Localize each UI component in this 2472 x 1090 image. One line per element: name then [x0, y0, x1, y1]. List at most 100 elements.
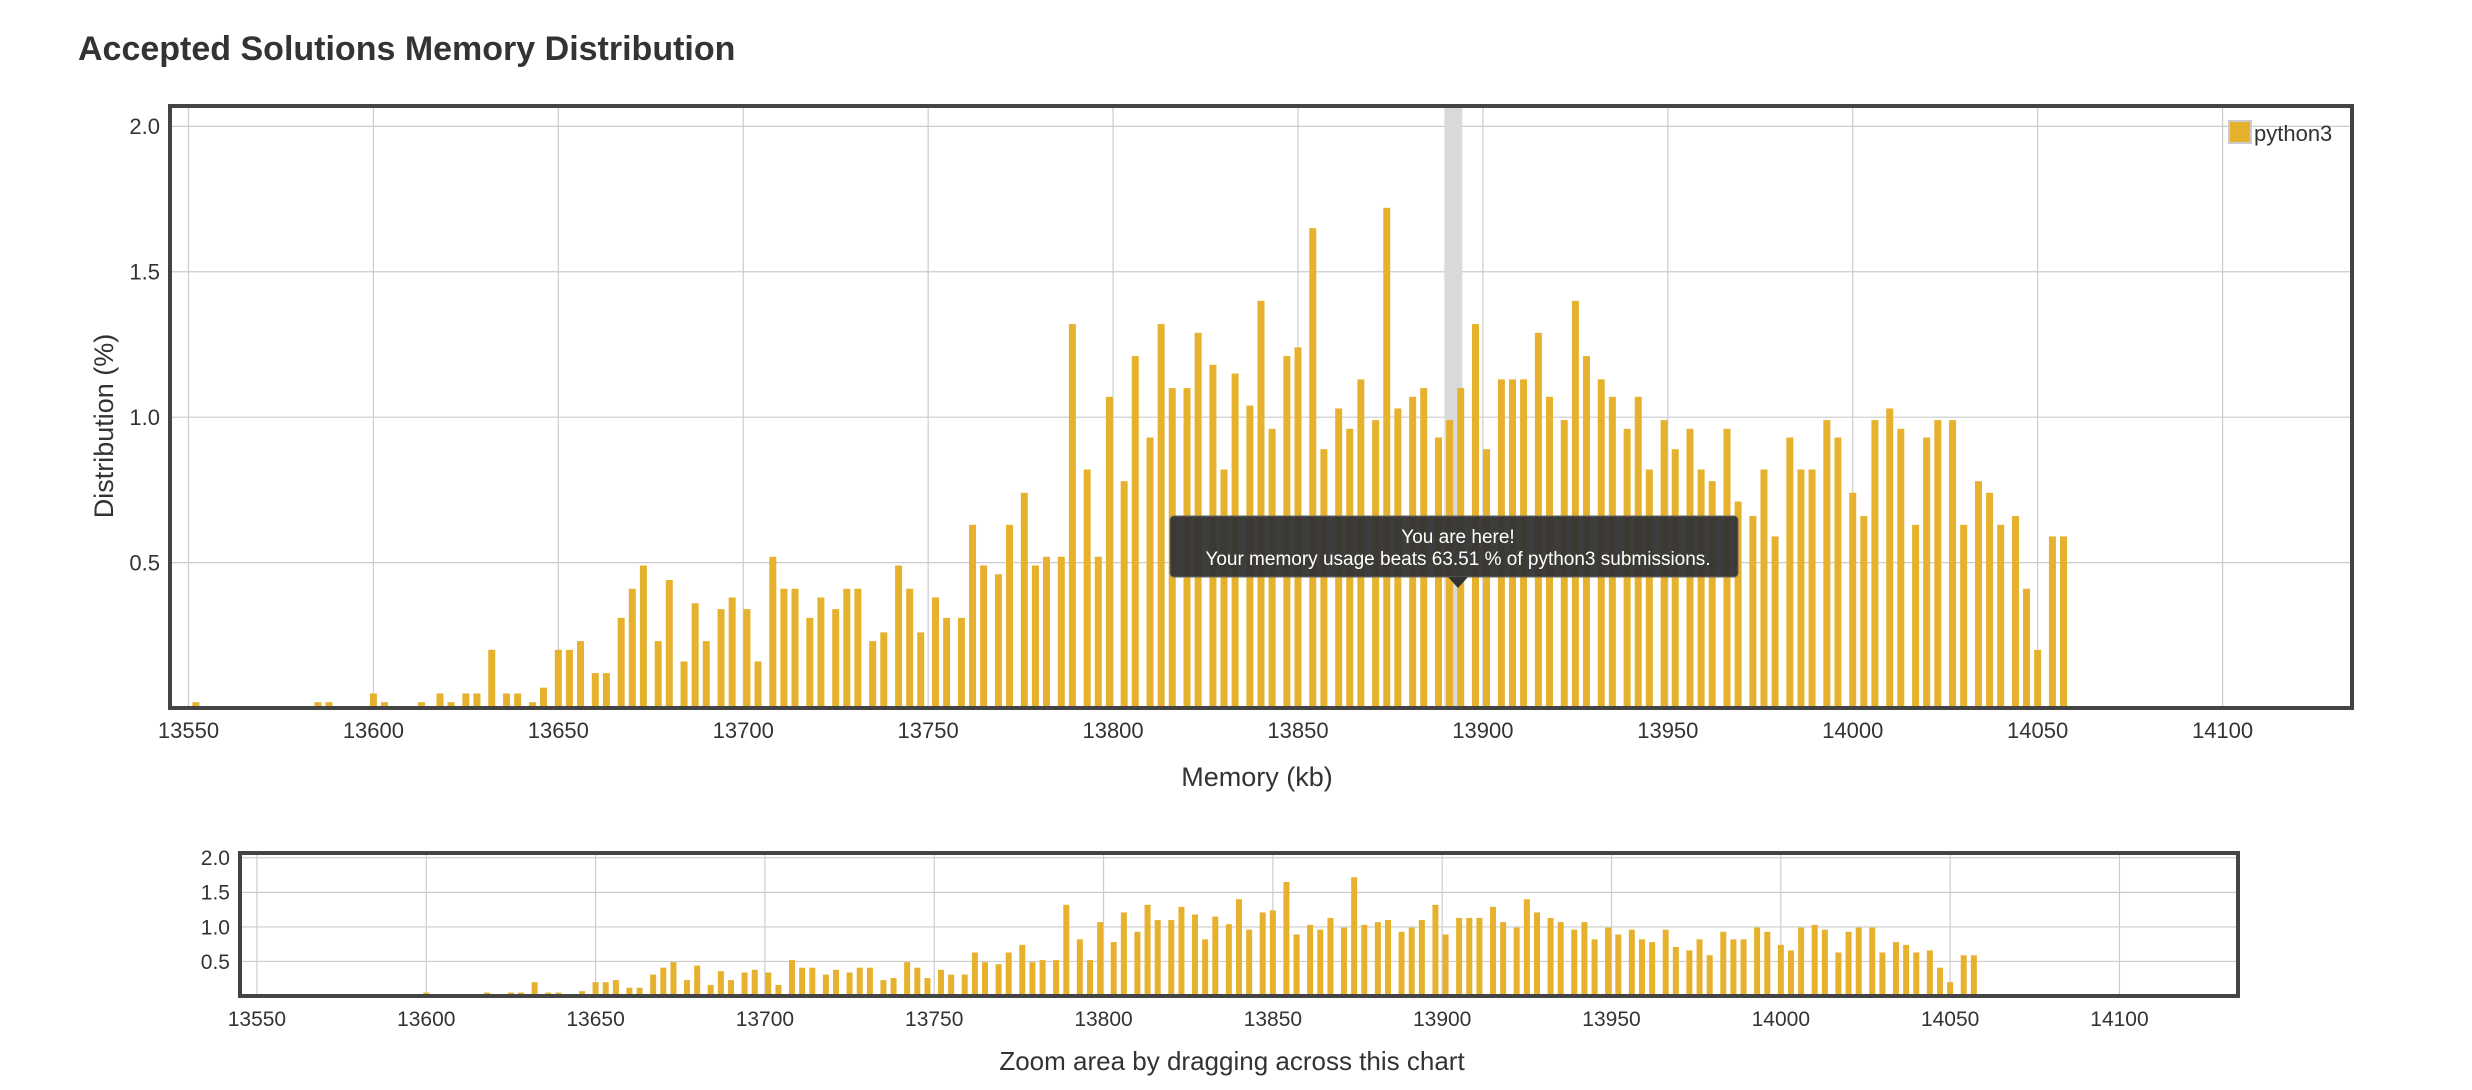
zoom-navigator[interactable] — [238, 851, 2240, 998]
bar — [1442, 934, 1449, 996]
bar — [1418, 920, 1425, 996]
bar — [866, 967, 873, 996]
x-tick-label: 13900 — [1452, 718, 1513, 743]
bar — [1730, 939, 1737, 996]
legend[interactable]: python3 — [2228, 120, 2332, 146]
bar — [1786, 437, 1794, 708]
navigator-bars[interactable] — [260, 877, 1977, 996]
bar — [639, 565, 647, 708]
navigator-y-ticks: 0.5 1.0 1.5 2.0 — [201, 847, 230, 974]
bar — [1696, 939, 1703, 996]
bar — [1220, 469, 1228, 708]
x-tick-label: 14000 — [1752, 1008, 1810, 1031]
navigator-label: Zoom area by dragging across this chart — [999, 1046, 1465, 1076]
bar — [602, 982, 609, 996]
x-tick-label: 13950 — [1582, 1008, 1640, 1031]
x-tick-label: 13850 — [1267, 718, 1328, 743]
bar — [1923, 437, 1931, 708]
bar — [914, 967, 921, 996]
bar — [628, 588, 636, 708]
bar — [1309, 228, 1317, 708]
bar — [1053, 960, 1060, 996]
bar — [833, 969, 840, 996]
bar — [843, 588, 851, 708]
bar — [1398, 931, 1405, 996]
bar — [1361, 924, 1368, 996]
bar — [1879, 952, 1886, 996]
bar — [1628, 929, 1635, 996]
bar — [1571, 929, 1578, 996]
bar — [325, 702, 333, 708]
x-tick-label: 13650 — [566, 1008, 624, 1031]
bar — [488, 649, 496, 708]
bar — [1686, 950, 1693, 996]
bar — [1671, 449, 1679, 708]
bar — [1934, 420, 1942, 708]
tooltip-message: Your memory usage beats 63.51 % of pytho… — [1205, 549, 1710, 570]
bar — [654, 641, 662, 708]
bar — [1811, 924, 1818, 996]
bar — [1797, 469, 1805, 708]
bar — [1134, 931, 1141, 996]
x-tick-label: 13800 — [1082, 718, 1143, 743]
x-tick-label: 13650 — [528, 718, 589, 743]
bar — [1771, 536, 1779, 708]
bar — [717, 971, 724, 996]
bar — [650, 974, 657, 996]
bar — [1086, 960, 1093, 996]
bar — [1031, 565, 1039, 708]
bar — [775, 984, 782, 996]
bar — [937, 969, 944, 996]
bar — [1557, 922, 1564, 996]
bar — [381, 702, 389, 708]
bar — [665, 580, 673, 708]
bar — [869, 641, 877, 708]
bar — [743, 609, 751, 708]
x-tick-label: 13700 — [713, 718, 774, 743]
bar — [192, 702, 200, 708]
bar — [1168, 920, 1175, 996]
bar — [1006, 524, 1014, 708]
bar — [1986, 492, 1994, 708]
bar — [980, 565, 988, 708]
navigator-x-ticks: 13550 13600 13650 13700 13750 13800 13850 13900… — [228, 1008, 2149, 1031]
bar — [531, 982, 538, 996]
bar — [791, 588, 799, 708]
bar — [1307, 924, 1314, 996]
main-plot-area[interactable] — [168, 104, 2354, 710]
bar — [1005, 952, 1012, 996]
bar — [1662, 929, 1669, 996]
y-tick-label: 1.0 — [201, 916, 230, 939]
main-bars[interactable] — [192, 207, 2068, 708]
bar — [1131, 356, 1139, 708]
bar — [788, 960, 795, 996]
bar — [1708, 481, 1716, 708]
bar — [436, 693, 444, 708]
bar — [1057, 556, 1065, 708]
bar — [1734, 501, 1742, 708]
bar — [1432, 904, 1439, 996]
bar — [904, 962, 911, 996]
y-axis-ticks: 0.5 1.0 1.5 2.0 — [129, 114, 160, 575]
bar — [602, 673, 610, 708]
bar — [1120, 481, 1128, 708]
x-tick-label: 13800 — [1074, 1008, 1132, 1031]
bar — [702, 641, 710, 708]
y-tick-label: 1.5 — [129, 259, 160, 284]
bar — [1764, 931, 1771, 996]
bar — [1225, 924, 1232, 996]
bar — [1913, 952, 1920, 996]
bar — [880, 632, 888, 708]
bar — [1903, 944, 1910, 996]
bar — [1947, 982, 1954, 996]
x-tick-label: 13750 — [905, 1008, 963, 1031]
bar — [1821, 929, 1828, 996]
bar — [717, 609, 725, 708]
bar — [1097, 922, 1104, 996]
bar — [961, 974, 968, 996]
bar — [943, 617, 951, 708]
bar — [1094, 556, 1102, 708]
x-tick-label: 13550 — [158, 718, 219, 743]
x-axis-ticks: 13550 13600 13650 13700 13750 13800 13850 13900… — [158, 718, 2253, 743]
